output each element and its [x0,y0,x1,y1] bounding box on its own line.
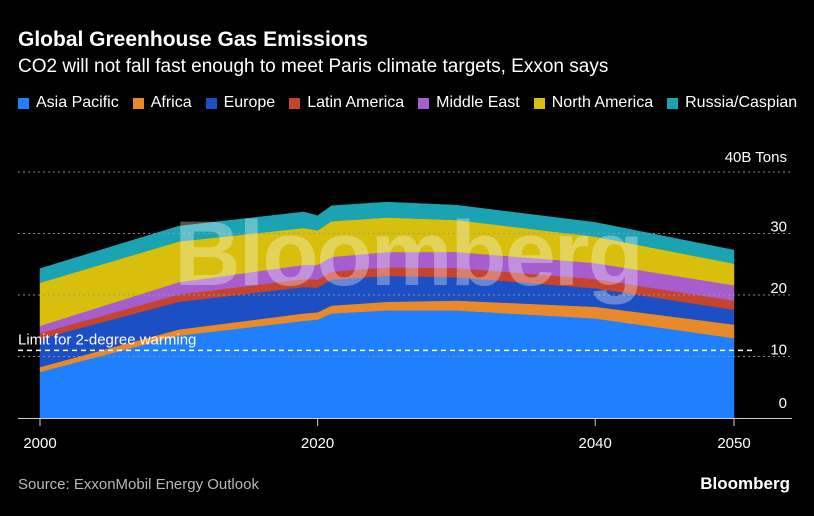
legend-swatch [205,97,217,109]
area-layers [39,201,735,419]
x-tick-label: 2040 [579,435,612,452]
legend-label: Asia Pacific [36,94,119,111]
legend-item: Russia/Caspian [667,93,797,113]
source-note: Source: ExxonMobil Energy Outlook [18,476,259,493]
limit-label: Limit for 2-degree warming [18,331,196,348]
x-tick-label: 2020 [301,435,334,452]
legend-label: Latin America [307,94,405,111]
legend-label: Middle East [436,94,520,111]
legend-label: North America [551,94,654,111]
legend-swatch [18,97,29,109]
bloomberg-watermark: Bloomberg [174,203,642,305]
legend-item: Europe [205,93,276,113]
legend-swatch [418,97,430,109]
legend-swatch [289,97,301,109]
area-series-russia-caspian [39,201,735,284]
legend-label: Africa [150,94,192,111]
chart-subtitle: CO2 will not fall fast enough to meet Pa… [18,56,609,77]
legend-item: Latin America [289,93,404,113]
chart-title: Global Greenhouse Gas Emissions [18,28,369,51]
bloomberg-logo: Bloomberg [700,474,790,493]
legend-item: Asia Pacific [18,93,119,113]
legend-label: Russia/Caspian [685,94,798,111]
y-tick-label: 40B Tons [725,149,787,166]
y-tick-label: 30 [770,219,787,236]
legend-swatch [533,97,545,109]
x-tick-label: 2050 [717,435,750,452]
chart-legend: Asia Pacific Africa Europe Latin America Mid… [18,93,798,113]
y-tick-label: 0 [779,395,787,412]
x-tick-label: 2000 [23,435,56,452]
legend-label: Europe [223,94,276,111]
legend-swatch [667,97,679,109]
legend-item: Africa [132,93,192,113]
y-tick-label: 10 [770,342,787,359]
legend-item: Middle East [418,93,520,113]
legend-item: North America [533,93,654,113]
y-tick-label: 20 [770,280,787,297]
legend-swatch [132,97,144,109]
